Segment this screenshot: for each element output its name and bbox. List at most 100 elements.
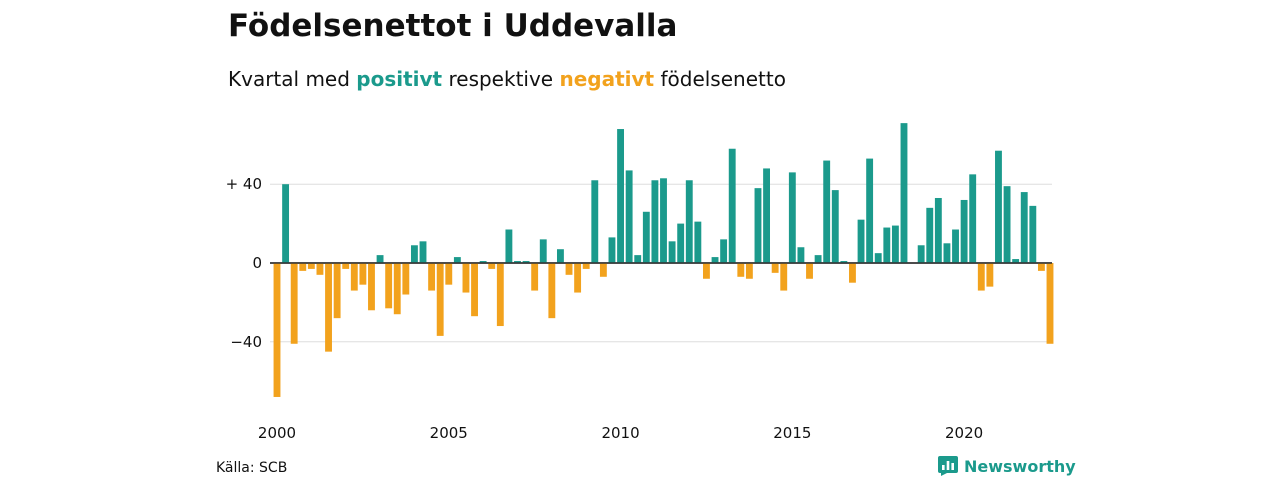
chart-title: Födelsenettot i Uddevalla	[228, 8, 678, 44]
bar	[814, 255, 822, 263]
bar	[436, 263, 444, 336]
bar	[445, 263, 453, 285]
x-tick-label: 2005	[430, 424, 468, 442]
bar	[642, 211, 650, 263]
bar	[943, 243, 951, 263]
bar	[316, 263, 324, 275]
bar	[531, 263, 539, 291]
bar	[883, 227, 891, 263]
bar	[763, 168, 771, 263]
bar	[874, 253, 882, 263]
bar	[711, 257, 719, 263]
bar	[831, 190, 839, 263]
bar	[522, 261, 530, 263]
x-tick-label: 2015	[773, 424, 811, 442]
bar	[410, 245, 418, 263]
bar	[840, 261, 848, 263]
bar	[1029, 205, 1037, 263]
bar	[1003, 186, 1011, 263]
bar	[797, 247, 805, 263]
bar	[453, 257, 461, 263]
bar	[299, 263, 307, 271]
bar	[677, 223, 685, 263]
bar	[660, 178, 667, 263]
bar	[282, 184, 290, 263]
subtitle-positive-label: positivt	[356, 67, 443, 91]
bar	[934, 197, 942, 263]
bar	[1037, 263, 1045, 271]
newsworthy-logo-icon	[938, 456, 958, 476]
bar	[995, 150, 1002, 263]
bar	[368, 263, 375, 311]
newsworthy-logo: Newsworthy	[938, 456, 1076, 476]
bar	[488, 263, 496, 269]
bar	[703, 263, 710, 279]
bar	[857, 219, 865, 263]
bar	[849, 263, 856, 283]
bar	[926, 207, 934, 263]
bar	[917, 245, 925, 263]
bar	[806, 263, 813, 279]
bar	[694, 221, 702, 263]
y-tick-label: 0	[252, 254, 262, 272]
bar	[737, 263, 745, 277]
bar	[574, 263, 582, 293]
bar	[565, 263, 573, 275]
bar	[419, 241, 427, 263]
bar	[625, 170, 633, 263]
bar	[634, 255, 642, 263]
bar	[582, 263, 590, 269]
subtitle-suffix: födelsenetto	[654, 67, 786, 91]
bar	[376, 255, 384, 263]
bar	[591, 180, 599, 263]
bar	[952, 229, 959, 263]
source-note: Källa: SCB	[216, 460, 288, 476]
bar	[496, 263, 504, 327]
bar	[1046, 263, 1054, 344]
bar	[960, 199, 968, 263]
bar	[891, 225, 899, 263]
bar	[617, 129, 624, 263]
bar	[471, 263, 478, 317]
subtitle-prefix: Kvartal med	[228, 67, 357, 91]
bar	[780, 263, 788, 291]
bar	[788, 172, 796, 263]
subtitle-negative-label: negativt	[559, 67, 655, 91]
bar	[1012, 259, 1020, 263]
bar	[539, 239, 547, 263]
bar	[342, 263, 350, 269]
bar	[668, 241, 676, 263]
subtitle-middle: respektive	[442, 67, 560, 91]
bar	[977, 263, 985, 291]
bar	[685, 180, 693, 263]
bar	[900, 123, 908, 263]
bar	[514, 261, 521, 263]
chart-subtitle: Kvartal med positivt respektive negativt…	[228, 67, 786, 91]
bar	[273, 263, 281, 397]
x-tick-label: 2000	[258, 424, 296, 442]
bar	[350, 263, 358, 291]
bar	[969, 174, 977, 263]
bar	[1020, 192, 1028, 263]
x-tick-label: 2010	[601, 424, 639, 442]
y-tick-label: + 40	[226, 175, 262, 193]
bar	[462, 263, 470, 293]
bar	[393, 263, 401, 315]
bar	[402, 263, 410, 295]
bar	[479, 261, 487, 263]
bar	[556, 249, 564, 263]
bar	[428, 263, 436, 291]
bar	[385, 263, 393, 309]
bar	[599, 263, 607, 277]
bar	[720, 239, 728, 263]
bar	[325, 263, 332, 352]
bar	[333, 263, 341, 319]
bar	[359, 263, 367, 285]
bar	[608, 237, 616, 263]
bar	[728, 148, 736, 263]
bar	[771, 263, 779, 273]
bar	[548, 263, 556, 319]
y-tick-label: −40	[230, 333, 262, 351]
bar	[866, 158, 874, 263]
